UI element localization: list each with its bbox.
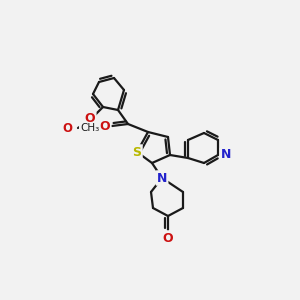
Text: CH₃: CH₃ [80,123,99,133]
Text: S: S [133,146,142,158]
Text: O: O [163,232,173,244]
Text: O: O [85,112,95,125]
Text: N: N [221,148,231,161]
Text: N: N [157,172,167,184]
Text: O: O [100,119,110,133]
Text: O: O [62,122,72,134]
